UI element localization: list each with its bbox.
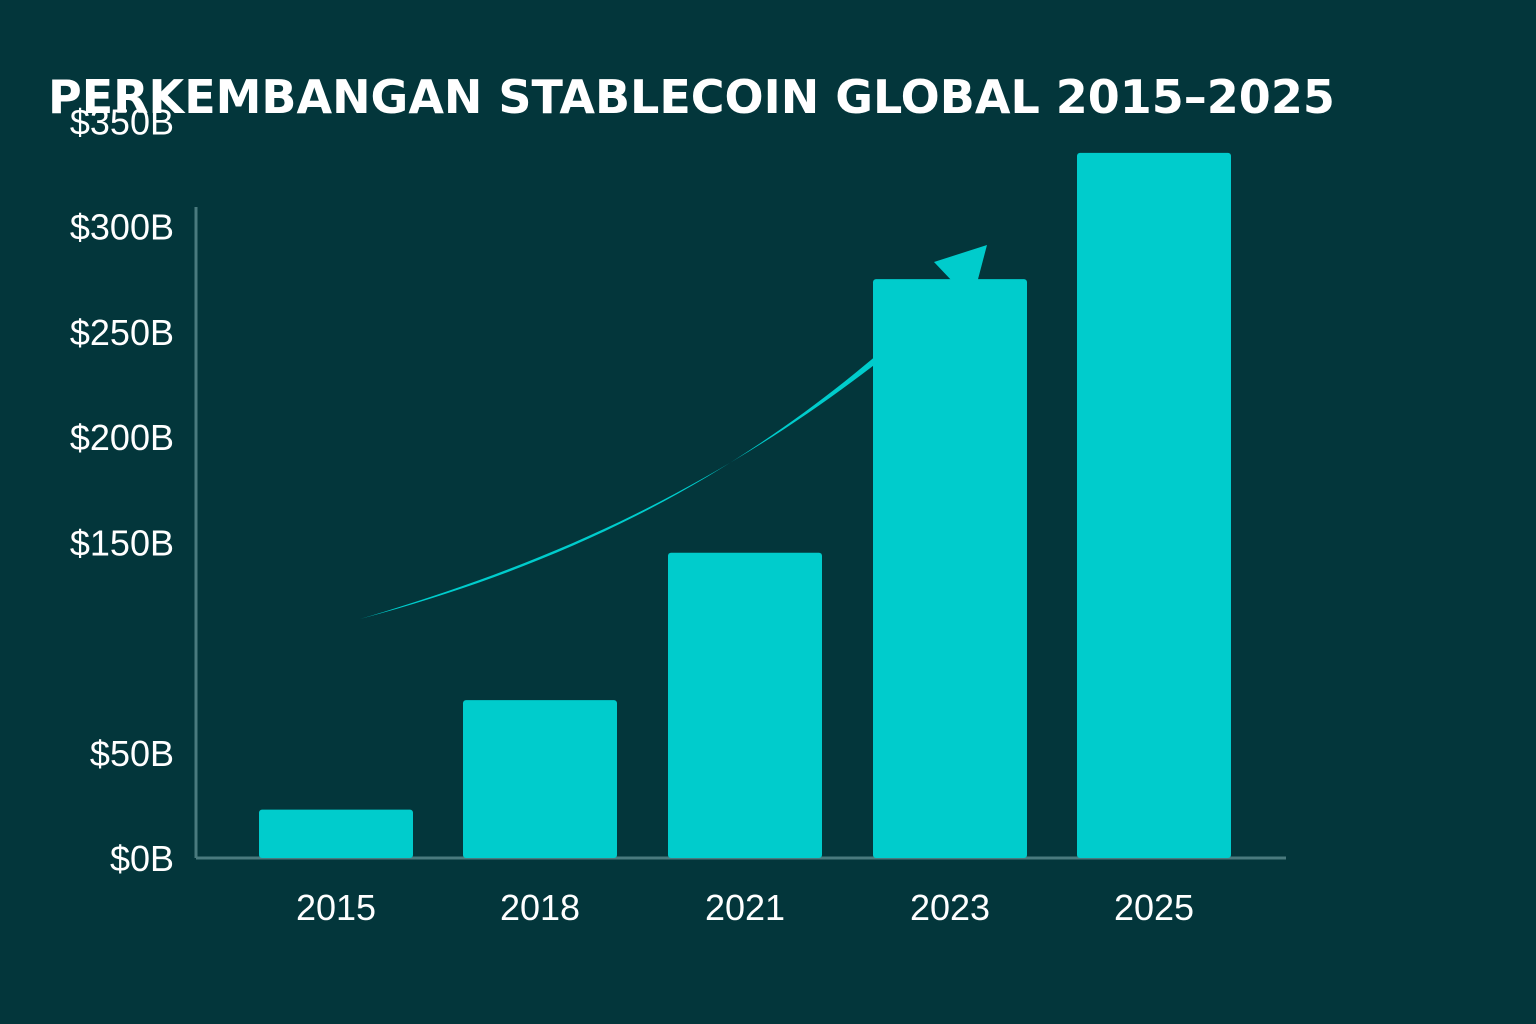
y-tick-label: $350B [70,101,174,142]
y-tick-label: $200B [70,417,174,458]
y-tick-label: $150B [70,522,174,563]
y-tick-label: $250B [70,312,174,353]
y-axis-labels: $0B $50B $150B $200B $250B $300B $350B [70,101,174,879]
bar-2015 [259,809,413,858]
trend-arrow-shaft [360,294,945,619]
bar-2018 [463,700,617,858]
x-axis-labels: 2015 2018 2021 2023 2025 [296,887,1194,928]
x-tick-label: 2025 [1114,887,1194,928]
trend-arrow-icon [360,245,987,619]
bar-2025 [1077,152,1231,858]
trend-arrow-head [934,245,987,302]
x-tick-label: 2021 [705,887,785,928]
x-tick-label: 2018 [500,887,580,928]
chart-title: PERKEMBANGAN STABLECOIN GLOBAL 2015–2025 [48,70,1335,124]
bar-2023 [873,279,1027,858]
x-tick-label: 2023 [910,887,990,928]
bars [259,152,1231,858]
y-tick-label: $50B [90,733,174,774]
y-tick-label: $300B [70,207,174,248]
y-tick-label: $0B [110,838,174,879]
x-tick-label: 2015 [296,887,376,928]
bar-2021 [668,552,822,858]
